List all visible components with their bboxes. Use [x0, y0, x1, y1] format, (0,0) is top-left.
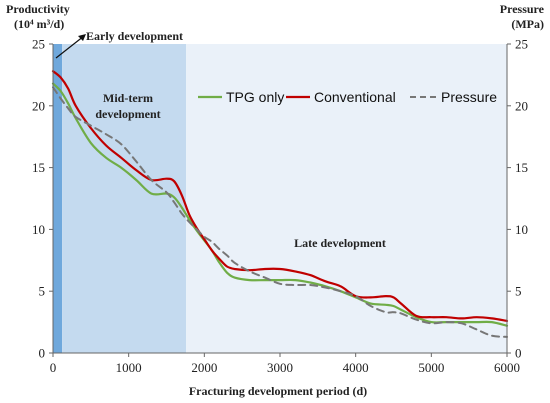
x-tick-label: 2000: [191, 360, 217, 375]
left-y-tick-label: 15: [32, 160, 45, 175]
legend-label-tpg: TPG only: [226, 89, 284, 105]
right-y-tick-label: 15: [515, 160, 528, 175]
legend-label-conventional: Conventional: [314, 89, 396, 105]
left-y-tick-label: 25: [32, 37, 45, 52]
right-y-tick-label: 20: [515, 98, 528, 113]
left-axis-title-line2: (10⁴ m³/d): [14, 17, 64, 31]
x-axis-title: Fracturing development period (d): [189, 384, 367, 398]
right-axis-title-line2: (MPa): [511, 17, 544, 31]
region-early: [53, 44, 63, 353]
early-development-arrow: [55, 35, 85, 59]
series-line-conventional: [51, 70, 509, 322]
right-y-tick-label: 5: [515, 284, 522, 299]
left-y-tick-label: 20: [32, 98, 45, 113]
region-mid: [62, 44, 187, 353]
region-label-late: Late development: [294, 236, 386, 250]
legend-label-pressure: Pressure: [441, 89, 497, 105]
right-y-tick-label: 25: [515, 37, 528, 52]
x-tick-label: 5000: [418, 360, 444, 375]
x-tick-label: 1000: [116, 360, 142, 375]
region-label-early: Early development: [86, 29, 183, 43]
legend: TPG only Conventional Pressure: [198, 89, 497, 105]
right-y-tick-label: 10: [515, 222, 528, 237]
x-tick-label: 3000: [267, 360, 293, 375]
right-axis-title-line1: Pressure: [500, 2, 545, 16]
left-y-tick-label: 0: [39, 346, 46, 361]
series-line-tpg-only: [51, 82, 509, 327]
x-tick-label: 6000: [494, 360, 520, 375]
series-lines: [51, 70, 509, 338]
development-regions: [53, 44, 507, 353]
series-line-pressure: [52, 86, 508, 338]
region-label-mid-line2: development: [95, 107, 160, 121]
x-tick-label: 0: [50, 360, 57, 375]
left-y-tick-label: 10: [32, 222, 45, 237]
x-tick-label: 4000: [343, 360, 369, 375]
region-late: [186, 44, 507, 353]
left-y-tick-label: 5: [39, 284, 46, 299]
early-development-arrowhead: [78, 34, 86, 41]
left-axis-title-line1: Productivity: [6, 2, 70, 16]
region-label-mid-line1: Mid-term: [103, 91, 153, 105]
right-y-tick-label: 0: [515, 346, 522, 361]
